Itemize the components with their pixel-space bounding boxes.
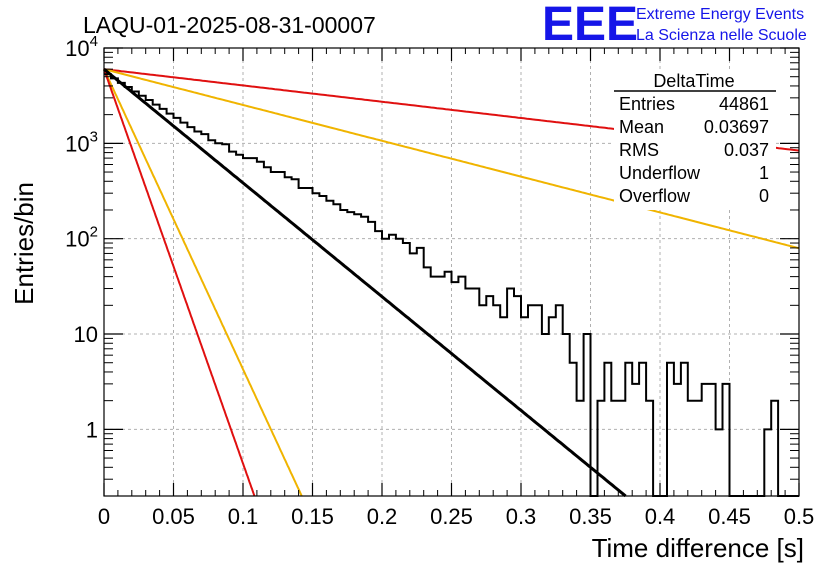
x-tick-label: 0.3 <box>506 504 537 529</box>
fit-curve-lower-fast <box>103 68 303 497</box>
stats-label: Entries <box>619 94 675 114</box>
axes: 0 0.05 0.1 0.15 0.2 0.25 0.3 0.35 0.4 0.45 0.51101… <box>65 33 814 529</box>
x-tick-label: 0.2 <box>367 504 398 529</box>
stats-rows: Entries 44861 Mean 0.03697 RMS 0.037 Underflow… <box>619 94 769 206</box>
logo-line2: La Scienza nelle Scuole <box>636 27 807 44</box>
fit-curve-upper-fast <box>103 68 800 250</box>
x-axis-title: Time difference [s] <box>592 533 804 563</box>
x-tick-label: 0.15 <box>291 504 334 529</box>
stats-label: Mean <box>619 117 664 137</box>
y-tick-label: 103 <box>65 128 98 156</box>
stats-value: 0.03697 <box>704 117 769 137</box>
x-tick-label: 0.5 <box>784 504 815 529</box>
stats-box-background <box>614 70 776 210</box>
fit-curves <box>103 68 800 498</box>
x-tick-label: 0.35 <box>569 504 612 529</box>
logo-line1: Extreme Energy Events <box>636 6 804 23</box>
stats-value: 44861 <box>719 94 769 114</box>
x-tick-label: 0.4 <box>645 504 676 529</box>
y-tick-label: 102 <box>65 224 98 252</box>
stats-label: Underflow <box>619 163 701 183</box>
y-tick-label: 1 <box>86 417 98 442</box>
y-tick-label: 10 <box>74 322 98 347</box>
x-tick-label: 0.05 <box>152 504 195 529</box>
stats-title: DeltaTime <box>653 71 734 91</box>
x-tick-label: 0.45 <box>708 504 751 529</box>
stats-label: RMS <box>619 140 659 160</box>
stats-value: 0 <box>759 186 769 206</box>
fit-curve-fit <box>103 68 627 498</box>
logo-mark: EEE <box>542 0 638 51</box>
stats-value: 1 <box>759 163 769 183</box>
stats-label: Overflow <box>619 186 691 206</box>
plot-title: LAQU-01-2025-08-31-00007 <box>83 12 376 38</box>
y-tick-label: 104 <box>65 33 98 61</box>
fit-curve-lower-steep <box>103 68 256 497</box>
stats-box: DeltaTime Entries 44861 Mean 0.03697 RMS 0.03… <box>614 70 776 210</box>
x-tick-label: 0.1 <box>228 504 259 529</box>
stats-value: 0.037 <box>724 140 769 160</box>
y-axis-title: Entries/bin <box>9 182 39 305</box>
eee-logo: EEE Extreme Energy Events La Scienza nel… <box>542 0 807 51</box>
x-tick-label: 0 <box>98 504 110 529</box>
x-tick-label: 0.25 <box>430 504 473 529</box>
